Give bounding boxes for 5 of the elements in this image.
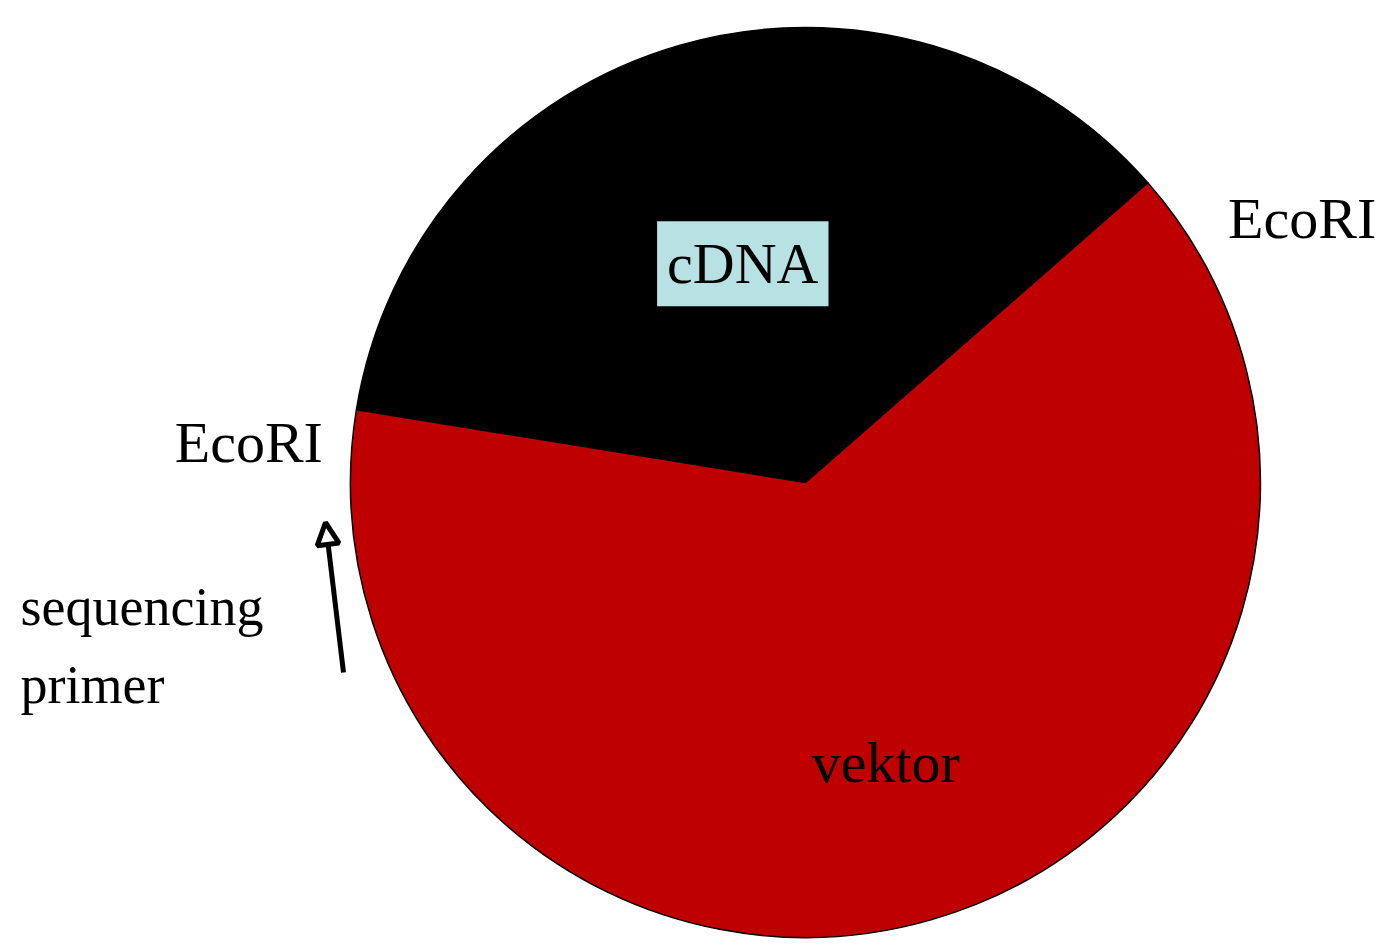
slice-label: cDNA [667,231,819,297]
slice-label: vektor [811,729,960,795]
text: EcoRI [1228,186,1377,252]
text: sequencing primer [20,576,264,715]
text: EcoRI [174,410,323,476]
